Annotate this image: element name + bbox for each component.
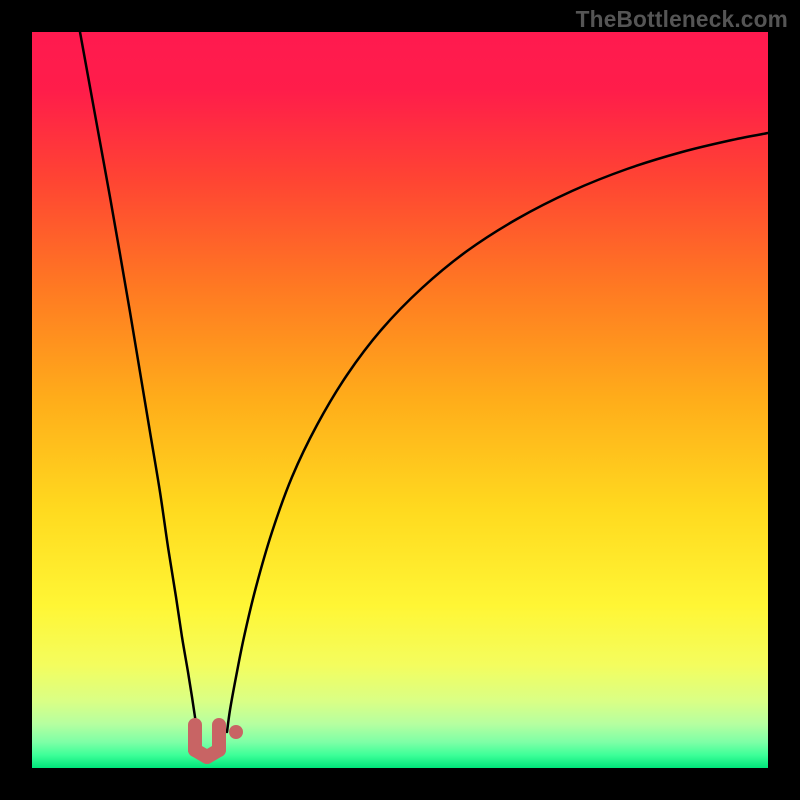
right-ascending-curve: [227, 133, 768, 732]
plot-overlay-svg: [32, 32, 768, 768]
left-descending-curve: [80, 32, 197, 732]
right-dot-marker: [229, 725, 243, 739]
plot-area: [32, 32, 768, 768]
watermark-text: TheBottleneck.com: [576, 6, 788, 33]
chart-root: TheBottleneck.com: [0, 0, 800, 800]
